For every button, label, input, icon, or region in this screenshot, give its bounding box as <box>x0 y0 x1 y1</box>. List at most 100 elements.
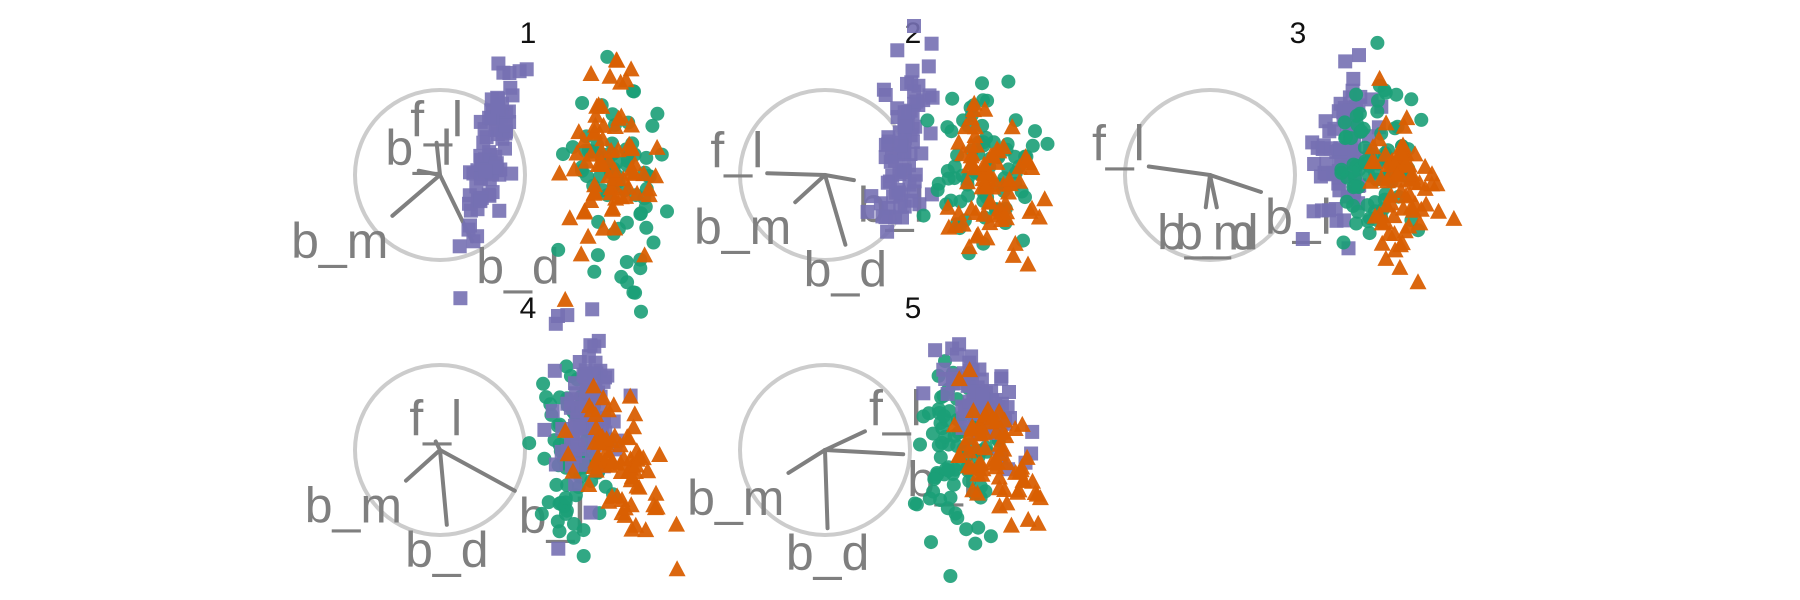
data-point-green <box>1362 226 1377 241</box>
axis-label-b-d: b_d <box>804 242 887 298</box>
data-point-green <box>627 84 641 99</box>
data-point-orange <box>961 361 979 378</box>
data-point-orange <box>601 67 619 84</box>
data-point-green <box>587 264 602 279</box>
data-point-orange <box>1379 172 1396 189</box>
axis-line-b-m <box>404 448 442 483</box>
data-point-purple <box>907 174 922 189</box>
data-point-green <box>619 215 634 230</box>
data-point-orange <box>587 406 605 422</box>
axis-line-b-m <box>793 173 827 205</box>
data-point-orange <box>604 199 622 216</box>
data-point-green <box>1349 216 1364 231</box>
data-point-green <box>947 159 962 174</box>
axis-reference-circle <box>353 363 527 537</box>
data-point-orange <box>640 180 658 197</box>
data-point-orange <box>1378 196 1396 213</box>
data-point-green <box>1404 92 1419 107</box>
axis-line-f-l <box>434 140 442 177</box>
data-point-orange <box>609 141 627 158</box>
data-point-purple <box>875 209 890 224</box>
data-point-orange <box>612 463 630 479</box>
data-point-orange <box>647 167 665 184</box>
data-point-orange <box>939 198 957 215</box>
axis-label-b-d: b_d <box>405 522 488 578</box>
point-series-purple <box>860 19 940 239</box>
data-point-green <box>567 517 581 531</box>
axis-line-b-l <box>823 173 856 183</box>
axis-label-f-l: f_l <box>1092 116 1145 172</box>
data-point-purple <box>581 349 596 364</box>
data-point-orange <box>606 219 624 236</box>
data-point-green <box>933 450 948 465</box>
data-point-purple <box>880 224 895 239</box>
data-point-purple <box>575 457 590 472</box>
data-point-green <box>1040 136 1055 151</box>
axis-label-f-l: f_l <box>710 122 763 178</box>
data-point-green <box>536 376 551 391</box>
data-point-orange <box>568 144 586 161</box>
data-point-green <box>549 477 564 492</box>
data-point-green <box>639 220 654 235</box>
data-point-green <box>1370 35 1385 50</box>
data-point-orange <box>1004 246 1022 263</box>
axis-reference-circle <box>353 88 527 262</box>
data-point-purple <box>478 164 493 179</box>
tour-panel-5: 5f_lb_lb_mb_d <box>687 292 1049 583</box>
data-point-purple <box>1306 204 1321 219</box>
data-point-orange <box>651 446 669 462</box>
data-point-green <box>945 91 960 106</box>
data-point-purple <box>928 343 943 358</box>
axis-line-b-l <box>823 448 906 457</box>
data-point-purple <box>900 76 914 91</box>
data-point-green <box>936 409 951 423</box>
data-point-orange <box>606 118 624 134</box>
data-point-green <box>558 491 573 505</box>
data-point-orange <box>607 189 625 206</box>
axis-line-b-d <box>823 448 830 531</box>
data-point-green <box>943 569 958 583</box>
data-point-green <box>633 261 648 276</box>
data-point-green <box>575 96 590 110</box>
data-point-orange <box>579 227 597 244</box>
data-point-orange <box>982 193 1000 210</box>
data-point-orange <box>588 97 606 114</box>
data-point-purple <box>485 185 500 200</box>
data-point-orange <box>1416 157 1434 174</box>
data-point-orange <box>582 192 600 208</box>
data-point-orange <box>960 238 978 255</box>
data-point-purple <box>1305 135 1320 150</box>
data-point-purple <box>883 154 898 169</box>
data-point-orange <box>622 496 640 513</box>
data-point-purple <box>964 349 979 364</box>
data-point-purple <box>895 210 909 225</box>
data-point-orange <box>559 445 577 462</box>
data-point-purple <box>924 36 939 51</box>
data-point-purple <box>519 62 534 77</box>
data-point-orange <box>637 521 655 538</box>
data-point-purple <box>585 302 600 317</box>
point-series-orange <box>939 94 1054 272</box>
data-point-orange <box>1370 130 1388 147</box>
axis-line-f-l <box>765 171 827 177</box>
data-point-green <box>1344 131 1358 146</box>
data-point-orange <box>1019 510 1037 527</box>
data-point-orange <box>594 389 612 406</box>
axis-line-b-m <box>390 173 442 218</box>
data-point-orange <box>1013 458 1031 475</box>
data-point-green <box>646 235 661 250</box>
data-point-orange <box>556 290 574 307</box>
data-point-green <box>539 390 554 405</box>
data-point-purple <box>940 386 955 401</box>
data-point-orange <box>578 152 595 169</box>
data-point-orange <box>606 161 624 178</box>
data-point-orange <box>586 116 604 133</box>
data-point-orange <box>1393 234 1411 251</box>
data-point-orange <box>623 468 641 485</box>
data-point-purple <box>1295 232 1310 246</box>
data-point-purple <box>921 59 936 74</box>
data-point-green <box>975 76 989 91</box>
data-point-orange <box>1385 207 1403 224</box>
data-point-purple <box>892 167 907 181</box>
data-point-green <box>619 255 634 269</box>
